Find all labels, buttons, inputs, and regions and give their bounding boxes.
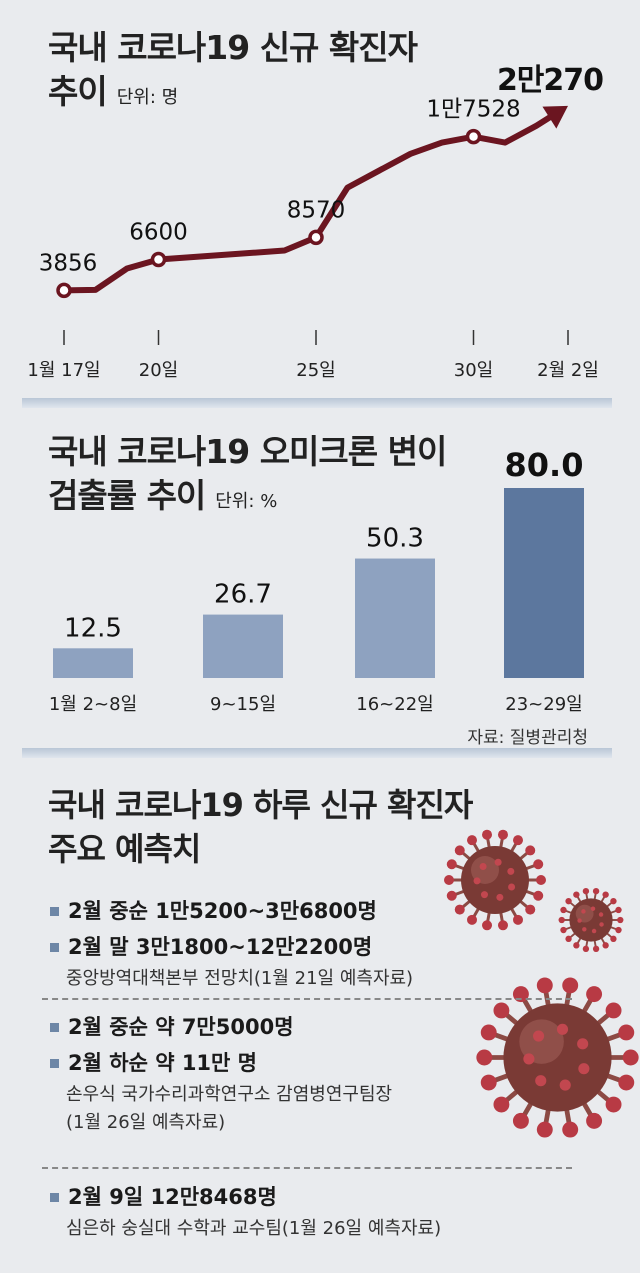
forecast-source: 심은하 숭실대 수학과 교수팀(1월 26일 예측자료) bbox=[66, 1218, 442, 1239]
forecast-item: 2월 9일 12만8468명 bbox=[42, 1179, 640, 1215]
line-chart-title: 국내 코로나19 신규 확진자 추이 단위: 명 bbox=[48, 26, 418, 120]
bar-category-label: 16~22일 bbox=[356, 694, 433, 715]
virus-illustration-small bbox=[444, 829, 546, 931]
forecast-group-3: 2월 9일 12만8468명 심은하 숭실대 수학과 교수팀(1월 26일 예측… bbox=[42, 1179, 640, 1243]
source-note: 자료: 질병관리청 bbox=[467, 728, 588, 748]
section-divider bbox=[22, 748, 612, 758]
forecast-item: 2월 중순 약 7만5000명 bbox=[42, 1009, 640, 1045]
bar-value-label: 12.5 bbox=[64, 613, 122, 643]
bar bbox=[203, 614, 283, 678]
bar-chart: 12.5 1월 2~8일 26.7 9~15일 50.3 16~22일 80.0 23~29일 bbox=[49, 446, 584, 715]
data-label: 1만7528 bbox=[426, 97, 520, 123]
data-point bbox=[56, 282, 72, 299]
bullet-square-icon bbox=[50, 943, 59, 952]
arrow-head-icon bbox=[542, 105, 568, 129]
data-label: 3856 bbox=[39, 250, 98, 276]
bar bbox=[504, 488, 584, 678]
bar-chart-title: 국내 코로나19 오미크론 변이 검출률 추이 단위: % bbox=[48, 430, 447, 524]
bullet-square-icon bbox=[50, 1059, 59, 1068]
data-label: 8570 bbox=[287, 197, 346, 223]
omicron-panel: 국내 코로나19 오미크론 변이 검출률 추이 단위: % 12.5 1월 2~8일… bbox=[0, 410, 640, 755]
data-label: 2만270 bbox=[497, 63, 603, 98]
data-point bbox=[308, 229, 324, 246]
forecast-source: (1월 26일 예측자료) bbox=[66, 1112, 226, 1133]
bar-category-label: 23~29일 bbox=[505, 694, 582, 715]
forecast-source: 손우식 국가수리과학연구소 감염병연구팀장 bbox=[66, 1084, 393, 1105]
forecast-item: 2월 중순 1만5200~3만6800명 bbox=[42, 893, 640, 929]
data-point bbox=[465, 128, 482, 145]
data-point bbox=[150, 251, 167, 268]
forecast-title-line2: 주요 예측치 bbox=[48, 830, 201, 868]
bar-category-label: 1월 2~8일 bbox=[49, 694, 137, 715]
bar-value-label: 50.3 bbox=[366, 524, 424, 554]
section-divider bbox=[22, 398, 612, 408]
forecast-title-line1: 국내 코로나19 하루 신규 확진자 bbox=[48, 786, 473, 824]
virus-illustration-tiny bbox=[558, 887, 624, 953]
forecast-group-1: 2월 중순 1만5200~3만6800명 2월 말 3만1800~12만2200… bbox=[42, 893, 640, 993]
forecast-item: 2월 하순 약 11만 명 bbox=[42, 1045, 640, 1081]
confirmed-cases-panel: 국내 코로나19 신규 확진자 추이 단위: 명 1월 17일 20일 25일 30일 2… bbox=[0, 0, 640, 400]
line-chart: 1월 17일 20일 25일 30일 2월 2일 3856 6600 8570 1만75282만… bbox=[27, 63, 604, 381]
forecast-panel: 국내 코로나19 하루 신규 확진자 주요 예측치 2월 중순 1만5200~3… bbox=[0, 765, 640, 1273]
x-tick-label: 1월 17일 bbox=[27, 360, 100, 381]
line-chart-unit: 단위: 명 bbox=[116, 87, 179, 108]
forecast-item: 2월 말 3만1800~12만2200명 bbox=[42, 929, 640, 965]
bar-chart-unit: 단위: % bbox=[215, 491, 278, 512]
x-tick-label: 2월 2일 bbox=[537, 360, 599, 381]
bar-category-label: 9~15일 bbox=[210, 694, 276, 715]
bar-value-label: 80.0 bbox=[505, 446, 584, 484]
x-tick-label: 20일 bbox=[139, 360, 178, 381]
bar bbox=[53, 648, 133, 678]
bar-value-label: 26.7 bbox=[214, 580, 272, 610]
bar-chart-title-line1: 국내 코로나19 오미크론 변이 bbox=[48, 432, 447, 471]
bullet-square-icon bbox=[50, 907, 59, 916]
dashed-separator bbox=[42, 998, 572, 1000]
bar bbox=[355, 558, 435, 678]
data-label: 6600 bbox=[129, 220, 188, 246]
bar-chart-title-line2: 검출률 추이 bbox=[48, 476, 206, 515]
dashed-separator bbox=[42, 1167, 572, 1169]
line-chart-title-line2: 추이 bbox=[48, 72, 108, 111]
x-tick-label: 25일 bbox=[296, 360, 335, 381]
forecast-group-2: 2월 중순 약 7만5000명 2월 하순 약 11만 명 손우식 국가수리과학… bbox=[42, 1009, 640, 1137]
forecast-title: 국내 코로나19 하루 신규 확진자 주요 예측치 bbox=[48, 783, 473, 871]
virus-illustration-large bbox=[476, 977, 639, 1138]
x-tick-label: 30일 bbox=[454, 360, 493, 381]
bullet-square-icon bbox=[50, 1023, 59, 1032]
line-chart-title-line1: 국내 코로나19 신규 확진자 bbox=[48, 28, 418, 67]
bullet-square-icon bbox=[50, 1193, 59, 1202]
forecast-source: 중앙방역대책본부 전망치(1월 21일 예측자료) bbox=[66, 968, 414, 989]
